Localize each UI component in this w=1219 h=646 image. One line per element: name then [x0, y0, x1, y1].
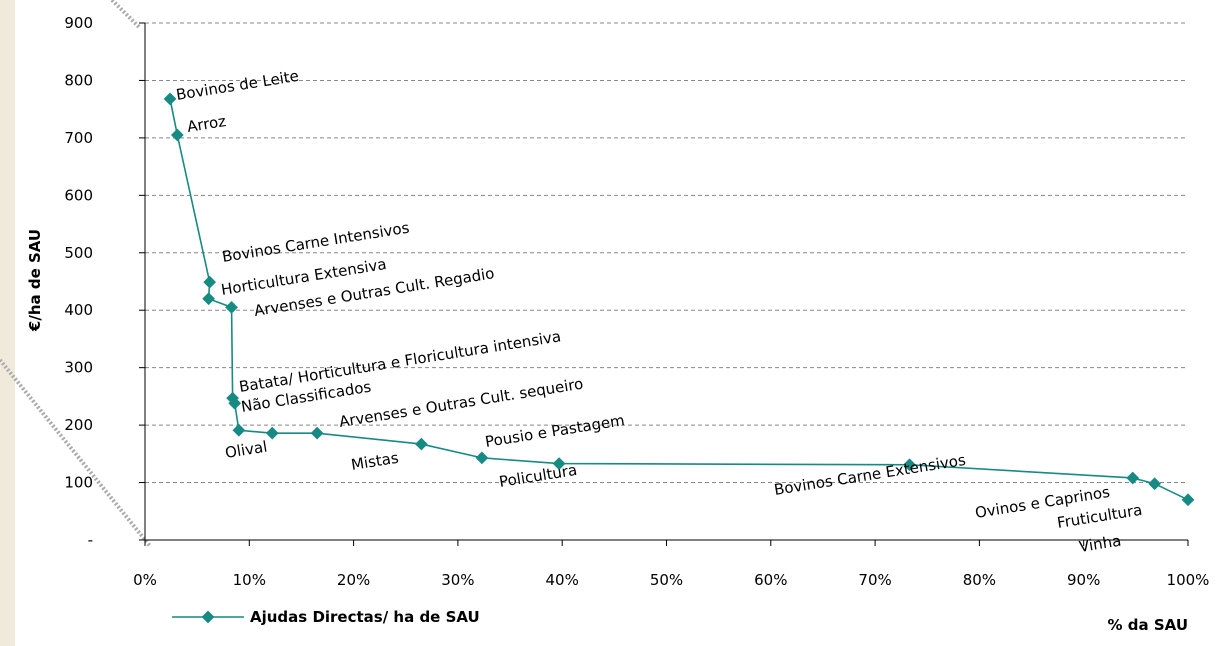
- x-tick-label: 20%: [337, 571, 370, 589]
- y-tick-label: 500: [64, 244, 93, 262]
- y-tick-label: 800: [64, 71, 93, 89]
- y-tick-label: 300: [64, 359, 93, 377]
- point-label: Arroz: [186, 112, 228, 136]
- x-tick-label: 70%: [858, 571, 891, 589]
- data-point: [228, 396, 242, 410]
- data-point: [203, 275, 217, 289]
- x-tick-label: 0%: [133, 571, 157, 589]
- x-tick-label: 60%: [754, 571, 787, 589]
- y-tick-label: 700: [64, 129, 93, 147]
- x-tick-label: 90%: [1067, 571, 1100, 589]
- x-tick-label: 10%: [233, 571, 266, 589]
- x-axis-label: % da SAU: [1108, 616, 1188, 634]
- data-point: [232, 423, 246, 437]
- data-point: [415, 437, 428, 451]
- data-point: [265, 426, 279, 440]
- data-point: [225, 300, 238, 314]
- data-point: [163, 92, 177, 106]
- data-point: [202, 292, 215, 306]
- chart-background: [15, 0, 1219, 646]
- y-tick-label: 900: [64, 14, 93, 32]
- data-point: [310, 426, 324, 440]
- data-point: [475, 451, 489, 465]
- legend-label: Ajudas Directas/ ha de SAU: [250, 608, 480, 626]
- x-tick-label: 40%: [546, 571, 579, 589]
- x-tick-label: 30%: [441, 571, 474, 589]
- x-tick-label: 100%: [1167, 571, 1210, 589]
- y-tick-label: 600: [64, 186, 93, 204]
- decoration: [110, 0, 142, 30]
- x-tick-label: 80%: [963, 571, 996, 589]
- data-point: [170, 128, 184, 142]
- y-axis-label: €/ha de SAU: [26, 229, 44, 332]
- y-tick-label: 200: [64, 416, 93, 434]
- y-tick-label: -: [88, 531, 93, 549]
- y-tick-label: 100: [64, 474, 93, 492]
- y-tick-label: 400: [64, 301, 93, 319]
- x-tick-label: 50%: [650, 571, 683, 589]
